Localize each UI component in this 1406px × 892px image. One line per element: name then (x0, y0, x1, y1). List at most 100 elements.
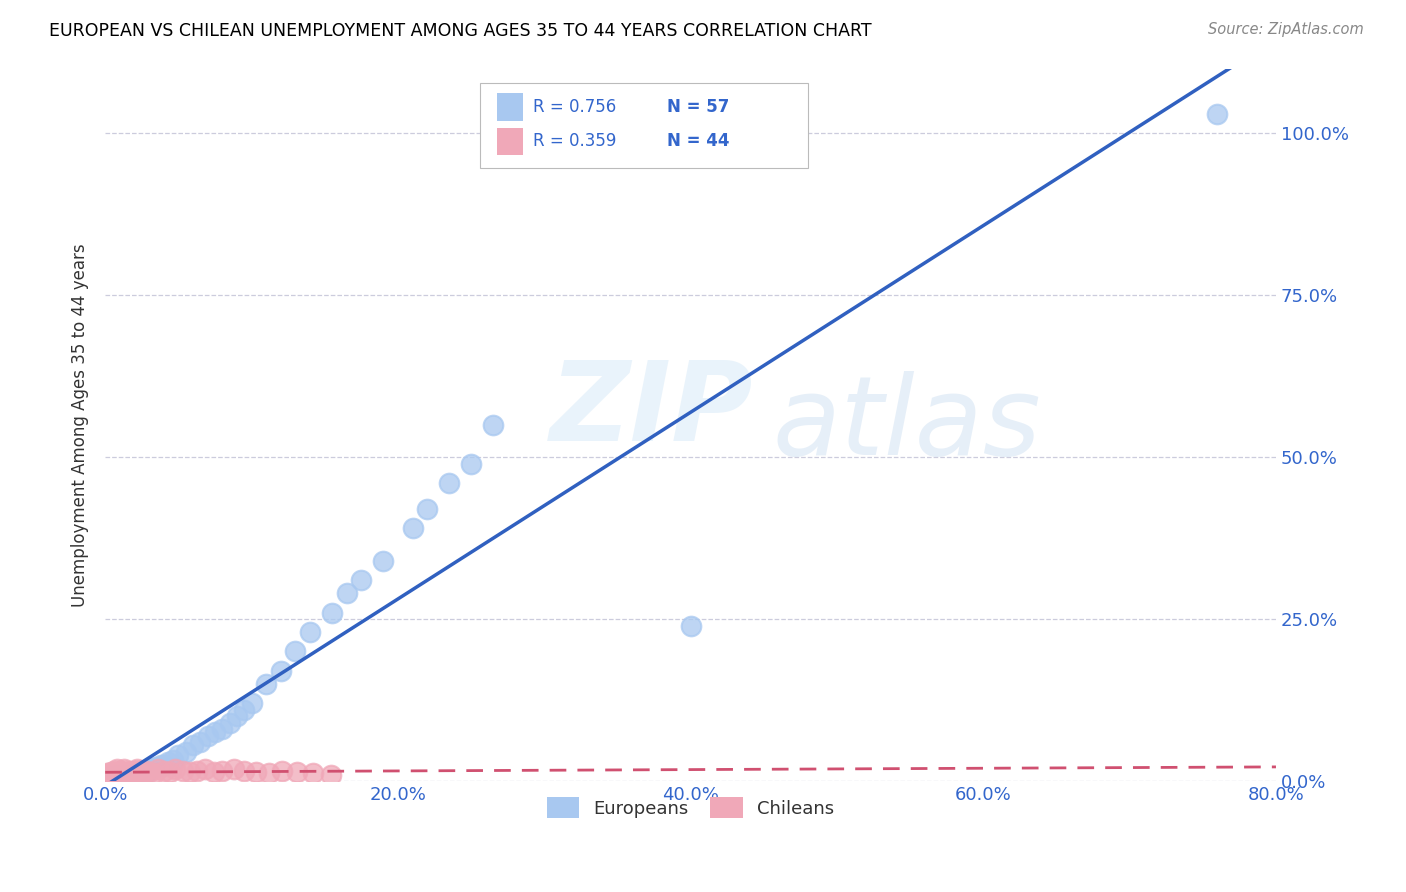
Point (127, 767, 149, 781)
Point (117, 771, 139, 785)
Point (98, 772, 121, 786)
Point (97, 769, 120, 783)
Point (202, 764, 225, 779)
Point (111, 769, 134, 783)
Point (104, 769, 127, 783)
Point (121, 766, 143, 780)
Point (124, 764, 146, 778)
Point (115, 767, 138, 781)
Point (460, 457, 482, 471)
Point (120, 764, 142, 779)
Point (149, 757, 172, 772)
Point (226, 709, 249, 723)
Point (222, 762, 245, 776)
Point (141, 761, 163, 775)
Point (110, 764, 132, 778)
Text: R = 0.756: R = 0.756 (533, 98, 616, 116)
Point (257, 766, 280, 780)
Point (100, 770, 122, 784)
Point (110, 771, 132, 785)
Point (117, 764, 139, 778)
Point (211, 722, 233, 736)
Text: N = 57: N = 57 (668, 98, 730, 116)
Point (129, 764, 152, 779)
Point (179, 764, 201, 779)
Point (115, 769, 138, 783)
Point (111, 769, 134, 783)
Point (104, 766, 127, 780)
Point (138, 762, 160, 776)
Point (105, 762, 128, 776)
Point (167, 748, 190, 763)
Point (96, 766, 118, 780)
Point (120, 769, 142, 783)
Point (108, 770, 131, 784)
Point (336, 586, 359, 600)
Point (271, 764, 294, 778)
Point (321, 606, 343, 620)
Point (302, 766, 325, 780)
Point (194, 762, 217, 776)
Point (105, 772, 128, 786)
Point (437, 476, 460, 491)
Point (285, 764, 308, 779)
Point (135, 764, 157, 778)
FancyBboxPatch shape (498, 128, 523, 154)
Point (101, 772, 124, 786)
Point (127, 762, 149, 776)
Point (401, 521, 423, 535)
Point (679, 618, 702, 632)
Point (122, 767, 145, 781)
Point (131, 767, 153, 781)
Point (103, 764, 125, 778)
Point (100, 764, 122, 779)
Point (157, 755, 180, 769)
Point (218, 715, 240, 730)
Point (188, 735, 211, 749)
Point (98, 767, 121, 781)
Point (103, 771, 125, 785)
Point (152, 764, 174, 778)
Point (299, 625, 322, 640)
Point (112, 772, 135, 786)
Point (107, 767, 129, 781)
Text: R = 0.359: R = 0.359 (533, 132, 616, 150)
Point (240, 696, 263, 710)
Point (350, 573, 373, 587)
Text: atlas: atlas (772, 371, 1042, 478)
Point (97, 771, 120, 785)
Point (245, 764, 267, 779)
Point (162, 753, 184, 767)
Point (108, 764, 131, 779)
Text: Source: ZipAtlas.com: Source: ZipAtlas.com (1208, 22, 1364, 37)
Point (142, 766, 165, 780)
Point (132, 764, 155, 779)
Point (373, 554, 395, 568)
Point (416, 502, 439, 516)
Point (138, 764, 160, 779)
Point (197, 729, 219, 743)
Point (181, 739, 204, 753)
Point (284, 644, 307, 658)
Point (174, 745, 197, 759)
Point (204, 725, 226, 739)
Point (319, 767, 342, 781)
Point (132, 765, 155, 780)
Text: EUROPEAN VS CHILEAN UNEMPLOYMENT AMONG AGES 35 TO 44 YEARS CORRELATION CHART: EUROPEAN VS CHILEAN UNEMPLOYMENT AMONG A… (49, 22, 872, 40)
Text: N = 44: N = 44 (668, 132, 730, 150)
Point (233, 764, 256, 778)
Point (124, 769, 146, 783)
Point (254, 677, 277, 691)
FancyBboxPatch shape (479, 83, 807, 169)
Point (145, 760, 167, 774)
Point (270, 664, 292, 678)
Point (107, 769, 129, 783)
Point (114, 770, 136, 784)
Point (101, 770, 124, 784)
Point (114, 766, 136, 780)
Point (152, 757, 174, 772)
Text: ZIP: ZIP (550, 357, 754, 464)
Point (233, 703, 256, 717)
Y-axis label: Unemployment Among Ages 35 to 44 years: Unemployment Among Ages 35 to 44 years (72, 243, 89, 607)
Point (159, 764, 181, 779)
